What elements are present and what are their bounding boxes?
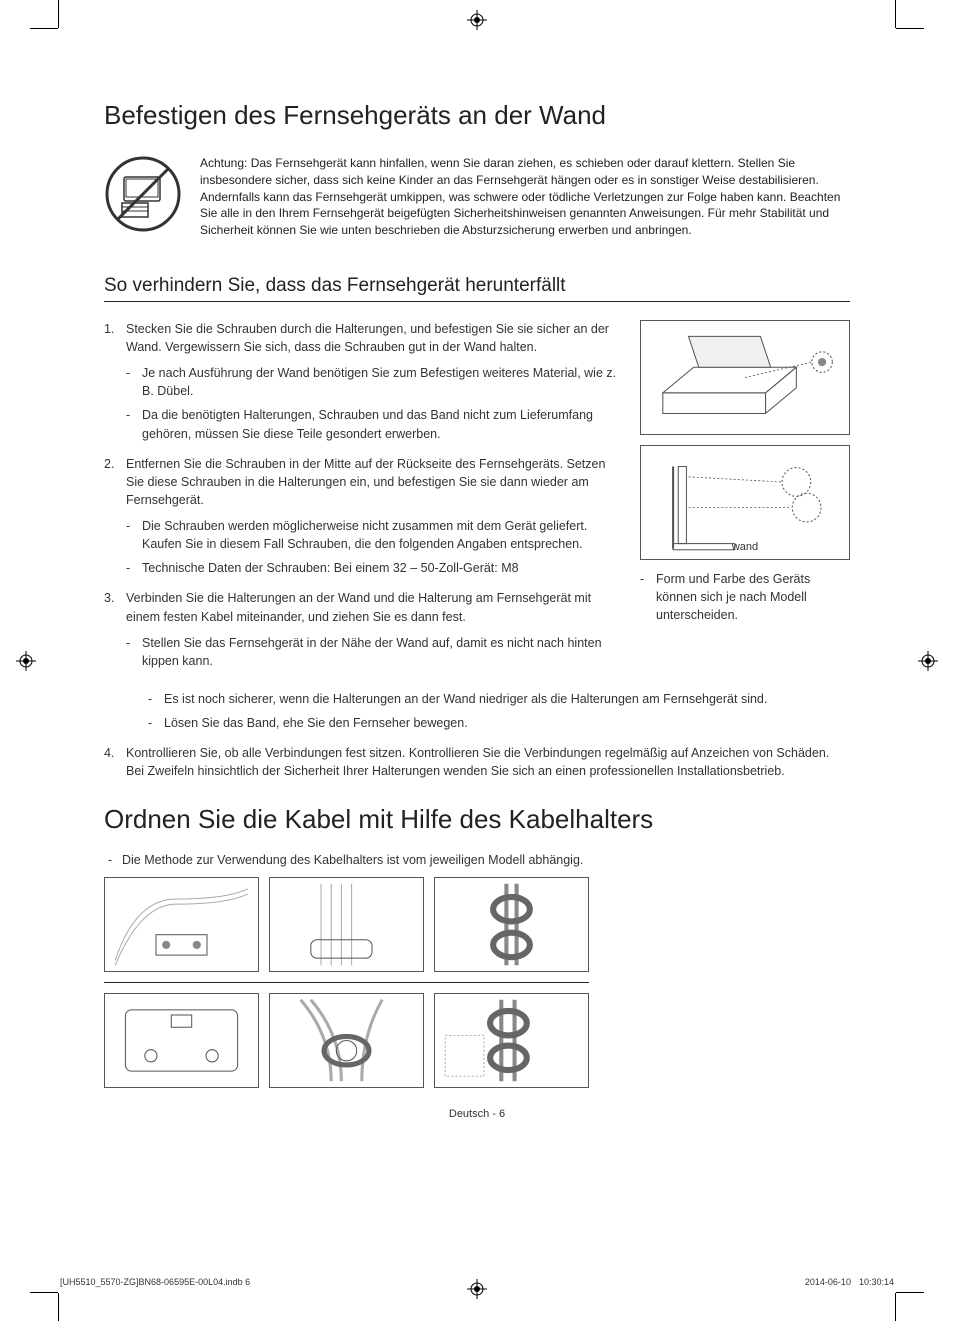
divider	[104, 982, 589, 983]
cable-illustration	[269, 993, 424, 1088]
cable-illustration	[434, 993, 589, 1088]
step-sub: Technische Daten der Schrauben: Bei eine…	[126, 559, 620, 577]
crop-mark	[895, 0, 896, 28]
crop-mark	[895, 1293, 896, 1321]
step-2: Entfernen Sie die Schrauben in der Mitte…	[104, 455, 620, 578]
step-4: Kontrollieren Sie, ob alle Verbindungen …	[104, 744, 850, 780]
note-text: Form und Farbe des Geräts können sich je…	[640, 570, 850, 624]
registration-mark-icon	[918, 651, 938, 671]
instructions-row: Stecken Sie die Schrauben durch die Halt…	[104, 320, 850, 682]
secondary-heading: Ordnen Sie die Kabel mit Hilfe des Kabel…	[104, 804, 850, 835]
step-text: Entfernen Sie die Schrauben in der Mitte…	[126, 457, 605, 507]
warning-section: Achtung: Das Fernsehgerät kann hinfallen…	[104, 155, 850, 239]
step-sub: Die Schrauben werden möglicherweise nich…	[126, 517, 620, 553]
footer-time: 10:30:14	[859, 1277, 894, 1287]
illustration-row-1	[104, 877, 850, 972]
step-text: Kontrollieren Sie, ob alle Verbindungen …	[126, 746, 829, 778]
cable-note: Die Methode zur Verwendung des Kabelhalt…	[104, 853, 850, 867]
crop-mark	[30, 1292, 58, 1293]
crop-mark	[58, 0, 59, 28]
cable-illustration	[104, 877, 259, 972]
no-climb-icon	[104, 155, 182, 233]
diagram-note: Form und Farbe des Geräts können sich je…	[640, 570, 850, 624]
instructions-left: Stecken Sie die Schrauben durch die Halt…	[104, 320, 620, 682]
cable-illustration	[104, 993, 259, 1088]
footer-date: 2014-06-10	[805, 1277, 851, 1287]
page-content: Befestigen des Fernsehgeräts an der Wand…	[104, 100, 850, 1120]
cable-illustration	[434, 877, 589, 972]
registration-mark-icon	[16, 651, 36, 671]
footer-filename: [UH5510_5570-ZG]BN68-06595E-00L04.indb 6	[60, 1277, 250, 1287]
crop-mark	[896, 28, 924, 29]
warning-text: Achtung: Das Fernsehgerät kann hinfallen…	[200, 155, 850, 239]
step-3-extra: Es ist noch sicherer, wenn die Halterung…	[104, 690, 850, 781]
step-1: Stecken Sie die Schrauben durch die Halt…	[104, 320, 620, 443]
illustration-row-2	[104, 993, 850, 1088]
crop-mark	[58, 1293, 59, 1321]
cable-illustration	[269, 877, 424, 972]
step-text: Verbinden Sie die Halterungen an der Wan…	[126, 591, 591, 623]
wall-mount-diagram-2: wand	[640, 445, 850, 560]
registration-mark-icon	[467, 10, 487, 30]
diagram-label: wand	[732, 541, 758, 553]
step-sub: Je nach Ausführung der Wand benötigen Si…	[126, 364, 620, 400]
crop-mark	[30, 28, 58, 29]
section-heading: So verhindern Sie, dass das Fernsehgerät…	[104, 275, 850, 302]
step-sub: Stellen Sie das Fernsehgerät in der Nähe…	[126, 634, 620, 670]
page-number: Deutsch - 6	[104, 1108, 850, 1120]
step-3: Verbinden Sie die Halterungen an der Wan…	[104, 589, 620, 670]
document-footer: [UH5510_5570-ZG]BN68-06595E-00L04.indb 6…	[60, 1277, 894, 1287]
numbered-steps: Stecken Sie die Schrauben durch die Halt…	[104, 320, 620, 670]
step-sub: Es ist noch sicherer, wenn die Halterung…	[148, 690, 850, 708]
step-text: Stecken Sie die Schrauben durch die Halt…	[126, 322, 609, 354]
crop-mark	[896, 1292, 924, 1293]
step-sub: Da die benötigten Halterungen, Schrauben…	[126, 406, 620, 442]
main-heading: Befestigen des Fernsehgeräts an der Wand	[104, 100, 850, 131]
instructions-right: wand Form und Farbe des Geräts können si…	[640, 320, 850, 682]
wall-mount-diagram-1	[640, 320, 850, 435]
step-sub: Lösen Sie das Band, ehe Sie den Fernsehe…	[148, 714, 850, 732]
